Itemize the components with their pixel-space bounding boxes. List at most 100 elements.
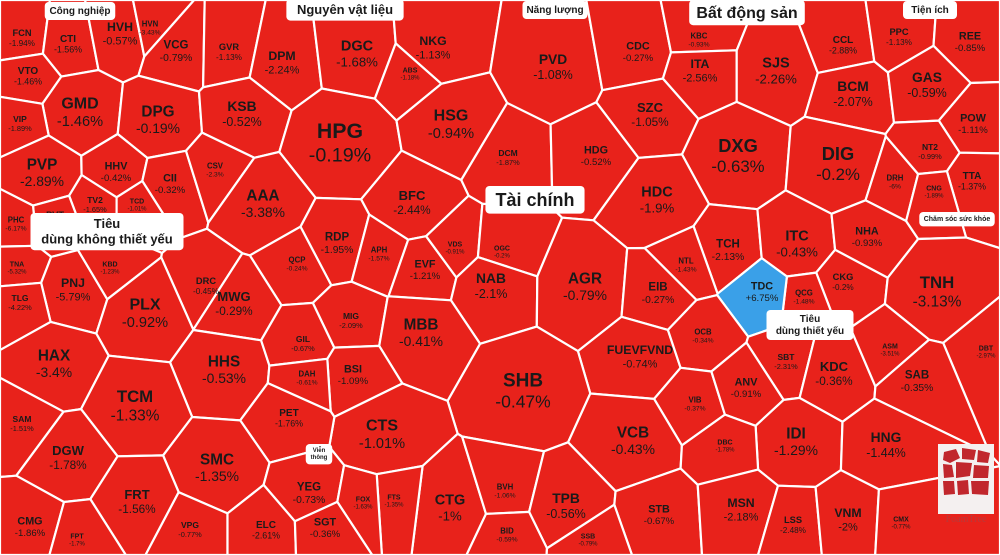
change-tta: -1.37% (958, 181, 986, 191)
ticker-frt: FRT (124, 487, 149, 502)
ticker-dbt: DBT (979, 346, 994, 353)
ticker-hvh: HVH (107, 20, 133, 34)
ticker-ctg: CTG (435, 493, 466, 509)
sector-label-bg (30, 213, 184, 251)
change-sam: -1.51% (10, 424, 34, 433)
change-ppc: -1.13% (886, 38, 912, 47)
ticker-aph: APH (371, 245, 388, 254)
ticker-tnh: TNH (920, 273, 955, 292)
change-tv2: -1.65% (83, 205, 107, 214)
ticker-bid: BID (500, 526, 514, 535)
ticker-smc: SMC (200, 452, 234, 469)
change-szc: -1.05% (631, 115, 669, 129)
ticker-elc: ELC (256, 520, 276, 531)
change-ccl: -2.88% (829, 45, 857, 55)
ticker-ssb: SSB (581, 534, 595, 541)
ticker-drc: DRC (196, 276, 216, 286)
change-bvh: -1.06% (494, 492, 515, 499)
sector-label-bg (766, 310, 854, 340)
ticker-ita: ITA (691, 57, 710, 71)
ticker-bvh: BVH (497, 482, 514, 491)
change-tpb: -0.56% (546, 507, 586, 521)
change-cti: -1.56% (54, 44, 82, 54)
ticker-gil: GIL (296, 334, 310, 344)
ticker-sam: SAM (13, 414, 32, 424)
change-ssb: -0.79% (578, 542, 598, 548)
change-hhv: -0.42% (101, 173, 132, 184)
change-pvd: -1.08% (533, 68, 573, 82)
change-tdc: +6.75% (746, 293, 779, 304)
ticker-tna: TNA (10, 262, 24, 269)
change-sab: -0.35% (901, 383, 934, 394)
cell-fox[interactable] (336, 463, 384, 555)
change-eib: -0.27% (642, 295, 675, 306)
ticker-stb: STB (648, 504, 670, 516)
change-elc: -2.61% (252, 530, 280, 540)
ticker-fts: FTS (387, 495, 401, 502)
change-stb: -0.67% (644, 516, 675, 527)
ticker-kbc: KBC (691, 31, 708, 40)
change-bsi: -1.09% (338, 376, 369, 387)
change-tna: -5.32% (7, 270, 27, 276)
ticker-eib: EIB (648, 281, 667, 293)
ticker-qcp: QCP (289, 255, 306, 264)
change-fts: -1.35% (384, 503, 404, 509)
change-cts: -1.01% (359, 436, 405, 452)
ticker-hhs: HHS (208, 354, 240, 371)
ticker-tv2: TV2 (87, 195, 103, 205)
ticker-asm: ASM (882, 344, 898, 351)
change-csv: -2.3% (206, 171, 224, 178)
sector-label: dùng thiết yếu (776, 325, 844, 337)
change-fuevfvnd: -0.74% (623, 358, 658, 370)
change-nkg: -1.13% (416, 49, 451, 61)
change-dbc: -1.78% (715, 448, 735, 454)
sector-label-bg (44, 2, 116, 20)
ticker-ckg: CKG (833, 272, 854, 282)
change-mwg: -0.29% (215, 304, 253, 318)
ticker-pvp: PVP (27, 157, 58, 174)
change-vip: -1.89% (8, 124, 32, 133)
change-sgt: -0.36% (310, 529, 341, 540)
ticker-itc: ITC (785, 229, 809, 245)
ticker-mbb: MBB (404, 317, 439, 334)
ticker-tch: TCH (716, 238, 740, 250)
ticker-rdp: RDP (325, 231, 350, 243)
cell-fpt[interactable] (48, 497, 128, 555)
change-tch: -2.13% (712, 252, 745, 263)
change-idi: -1.29% (774, 442, 818, 458)
ticker-evf: EVF (415, 259, 436, 271)
change-hpg: -0.19% (309, 145, 371, 167)
ticker-gas: GAS (912, 70, 942, 85)
change-dpm: -2.24% (265, 64, 300, 76)
sector-label: thông (311, 455, 328, 461)
ticker-fuevfvnd: FUEVFVND (607, 343, 673, 357)
ticker-tcm: TCM (117, 387, 153, 406)
change-ctg: -1% (438, 509, 462, 524)
ticker-sbt: SBT (778, 352, 796, 362)
ticker-dpm: DPM (268, 49, 295, 63)
ticker-pow: POW (960, 113, 987, 125)
change-ocb: -0.34% (692, 337, 713, 344)
ticker-phc: PHC (8, 215, 25, 224)
ticker-nt2: NT2 (922, 142, 938, 152)
cell-ssb[interactable] (545, 503, 634, 555)
ticker-nha: NHA (855, 226, 879, 238)
change-phc: -6.17% (5, 225, 26, 232)
change-kbd: -1.23% (100, 270, 120, 276)
change-hvn: -3.43% (139, 29, 160, 36)
change-bid: -0.59% (496, 536, 517, 543)
change-pet: -1.76% (275, 418, 303, 428)
cell-sgt[interactable] (293, 500, 374, 555)
sector-label: Tiêu (94, 216, 121, 231)
ticker-lss: LSS (784, 515, 802, 525)
ticker-gmd: GMD (61, 95, 98, 112)
ticker-fcn: FCN (12, 28, 31, 38)
change-kdc: -0.36% (815, 374, 853, 388)
ticker-hax: HAX (38, 348, 71, 365)
ticker-dbc: DBC (717, 440, 732, 447)
ticker-sgt: SGT (314, 517, 337, 529)
ticker-mwg: MWG (217, 289, 250, 304)
change-dah: -0.61% (296, 379, 317, 386)
ticker-bcm: BCM (837, 79, 868, 94)
ticker-ogc: OGC (494, 246, 510, 253)
